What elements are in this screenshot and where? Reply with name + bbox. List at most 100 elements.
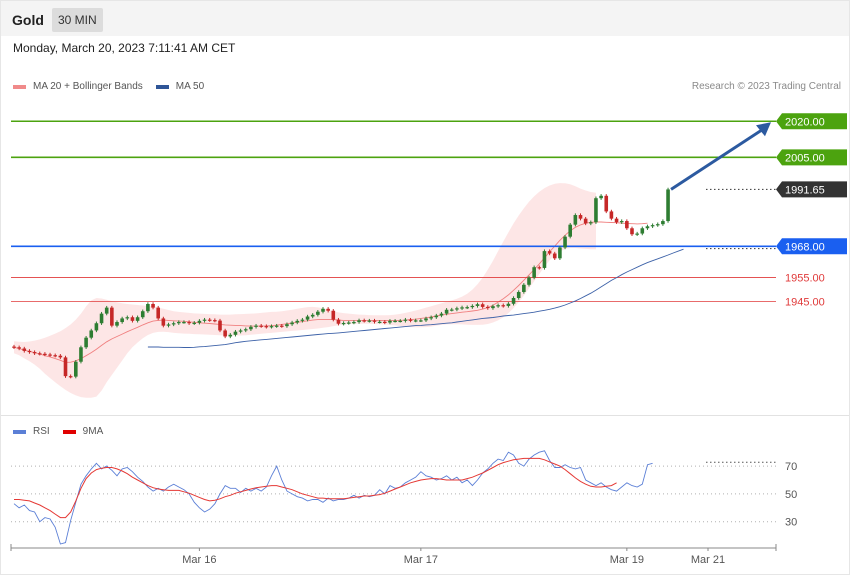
candle-body — [367, 320, 372, 322]
candle — [367, 318, 372, 323]
candle — [238, 328, 243, 334]
candle — [43, 352, 47, 357]
candle — [74, 360, 78, 379]
panel-divider — [0, 415, 850, 416]
legend-label-rsi: RSI — [33, 426, 50, 437]
candle — [233, 329, 238, 337]
candle-body — [444, 309, 449, 314]
candle-body — [408, 319, 413, 321]
candle-body — [640, 228, 645, 234]
candle-body — [522, 284, 526, 292]
candle-body — [362, 320, 366, 322]
candle — [171, 321, 176, 327]
candle-body — [300, 319, 305, 321]
candle-body — [465, 307, 469, 309]
candle-body — [290, 322, 294, 325]
legend-label-ma20: MA 20 + Bollinger Bands — [33, 81, 143, 92]
candle — [182, 320, 186, 324]
candle-body — [104, 307, 109, 314]
candle — [449, 307, 454, 312]
candle-body — [171, 323, 176, 325]
candle — [104, 305, 109, 316]
candle — [609, 209, 614, 221]
candle — [635, 231, 639, 236]
candle — [655, 222, 660, 227]
candle — [110, 305, 114, 328]
candle-body — [357, 320, 361, 323]
candle-body — [177, 322, 181, 324]
ma50-line — [147, 248, 684, 348]
candle-body — [285, 324, 289, 327]
candle — [202, 317, 207, 323]
candle — [362, 318, 366, 323]
price-chart[interactable]: 2020.00 2005.00 1991.65 1968.00 1955.00 1945.… — [0, 0, 850, 415]
candle — [53, 353, 57, 358]
candle-body — [53, 355, 57, 357]
candle — [496, 303, 500, 308]
candle-body — [625, 221, 629, 229]
candle-body — [213, 320, 217, 322]
level-label-1955.00: 1955.00 — [785, 273, 825, 285]
candle — [599, 194, 603, 200]
candle — [501, 303, 506, 308]
candle — [326, 307, 330, 313]
credit-text: Research © 2023 Trading Central — [691, 81, 841, 92]
rsi-line — [13, 450, 653, 545]
forecast-arrow-shaft — [670, 128, 764, 191]
candle — [434, 313, 439, 319]
candle — [213, 318, 217, 323]
level-tag-1991.65: 1991.65 — [776, 181, 847, 198]
candle — [470, 304, 475, 309]
x-tick-label: Mar 21 — [691, 554, 725, 566]
candle — [352, 320, 356, 325]
candle — [89, 328, 94, 340]
candle — [480, 302, 485, 309]
candle-body — [74, 361, 78, 377]
candle-body — [542, 251, 547, 268]
candle-body — [37, 353, 42, 355]
level-tag-bg — [776, 149, 847, 166]
candle-body — [578, 215, 583, 219]
candle — [547, 249, 552, 256]
candle — [527, 275, 531, 287]
candle — [604, 194, 609, 214]
candle-body — [619, 221, 624, 223]
candle — [444, 308, 449, 316]
rsi-chart[interactable]: 70 50 30 Mar 16 Mar 17 Mar 19 Mar 21 — [0, 416, 850, 576]
candle — [197, 319, 202, 325]
candle-body — [254, 325, 258, 327]
candle-body — [146, 304, 150, 312]
candle — [305, 314, 310, 322]
candle-body — [486, 306, 490, 309]
candle-body — [429, 317, 433, 319]
candle — [228, 333, 233, 339]
candle-body — [372, 320, 377, 322]
candle-body — [17, 347, 21, 349]
candle — [264, 324, 269, 329]
ma20-line — [13, 221, 648, 363]
candle — [357, 318, 361, 324]
level-tag-1968.00: 1968.00 — [776, 238, 847, 255]
candle-body — [223, 330, 227, 337]
candle — [377, 320, 382, 324]
candle-body — [491, 306, 495, 309]
timeframe-button[interactable]: 30 MIN — [52, 8, 103, 32]
candle — [589, 220, 593, 226]
candle-body — [413, 320, 418, 322]
candle-body — [516, 291, 521, 298]
candle — [341, 321, 346, 326]
candle-body — [182, 322, 186, 324]
candle-body — [326, 308, 330, 311]
candle-body — [496, 305, 500, 307]
level-label-1991.65: 1991.65 — [785, 184, 825, 196]
candle-body — [218, 320, 222, 331]
candle-body — [552, 253, 557, 259]
candle-body — [506, 303, 511, 306]
candle — [99, 311, 104, 325]
candle-body — [94, 323, 99, 331]
candle-body — [573, 215, 578, 225]
candle — [243, 327, 248, 333]
candle — [68, 374, 73, 379]
candle-body — [79, 347, 83, 362]
candle — [151, 302, 155, 310]
